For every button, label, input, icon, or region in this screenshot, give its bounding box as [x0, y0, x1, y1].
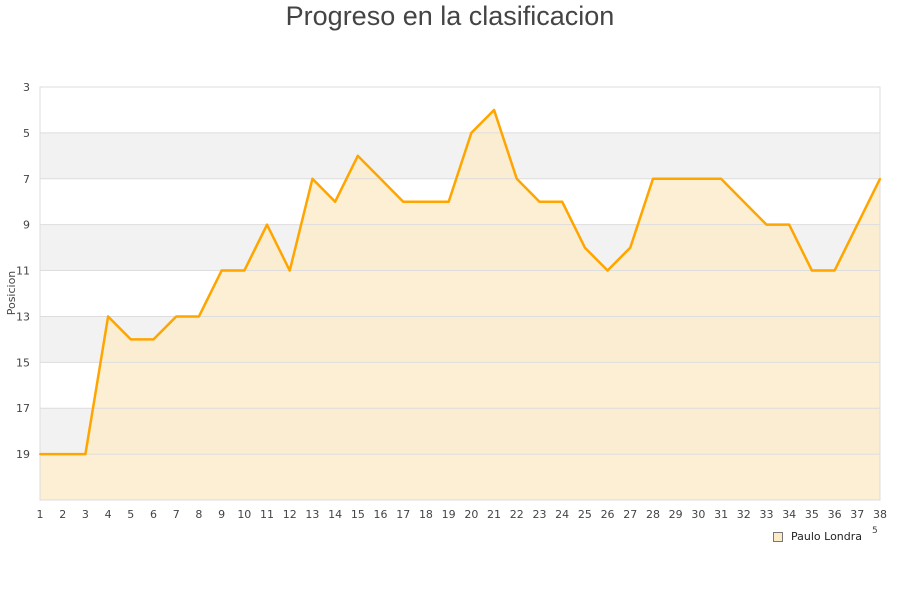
data-point [833, 269, 836, 272]
x-tick-label: 33 [759, 508, 773, 521]
x-tick-label: 17 [396, 508, 410, 521]
y-tick-label: 9 [23, 219, 30, 232]
data-point [810, 269, 813, 272]
x-tick-label: 6 [150, 508, 157, 521]
data-point [788, 223, 791, 226]
data-point [765, 223, 768, 226]
data-point [697, 177, 700, 180]
data-point [61, 453, 64, 456]
data-point [424, 200, 427, 203]
data-point [288, 269, 291, 272]
data-point [197, 315, 200, 318]
x-tick-label: 24 [555, 508, 569, 521]
x-tick-label: 16 [374, 508, 388, 521]
data-point [39, 453, 41, 456]
x-tick-label: 30 [691, 508, 705, 521]
x-tick-label: 37 [850, 508, 864, 521]
y-tick-label: 3 [23, 81, 30, 94]
data-point [334, 200, 337, 203]
x-tick-label: 9 [218, 508, 225, 521]
data-point [447, 200, 450, 203]
x-tick-label: 21 [487, 508, 501, 521]
data-point [538, 200, 541, 203]
x-tick-label: 19 [442, 508, 456, 521]
x-tick-label: 1 [37, 508, 44, 521]
x-tick-label: 12 [283, 508, 297, 521]
x-tick-label: 8 [195, 508, 202, 521]
x-tick-label: 34 [782, 508, 796, 521]
data-point [879, 177, 881, 180]
data-point [311, 177, 314, 180]
x-tick-label: 27 [623, 508, 637, 521]
y-tick-label: 15 [16, 356, 30, 369]
data-point [129, 338, 132, 341]
series-line [40, 108, 882, 456]
data-point [84, 453, 87, 456]
data-point [266, 223, 269, 226]
y-tick-label: 19 [16, 448, 30, 461]
x-tick-label: 14 [328, 508, 342, 521]
series-area [40, 109, 880, 500]
data-point [561, 200, 564, 203]
x-tick-label: 25 [578, 508, 592, 521]
y-tick-label: 7 [23, 173, 30, 186]
grid-band [40, 87, 880, 133]
data-point [152, 338, 155, 341]
y-tick-label: 13 [16, 310, 30, 323]
x-tick-label: 2 [59, 508, 66, 521]
y-tick-label: 5 [23, 127, 30, 140]
x-axis-label-fragment: 5 [872, 526, 878, 536]
chart-title: Progreso en la clasificacion [285, 1, 615, 31]
x-tick-label: 28 [646, 508, 660, 521]
x-tick-label: 7 [173, 508, 180, 521]
data-point [220, 269, 223, 272]
data-point [651, 177, 654, 180]
x-tick-label: 3 [82, 508, 89, 521]
y-tick-label: 11 [16, 265, 30, 278]
x-tick-label: 36 [828, 508, 842, 521]
data-point [856, 223, 859, 226]
data-point [515, 177, 518, 180]
y-tick-label: 17 [16, 402, 30, 415]
legend[interactable]: Paulo Londra [773, 530, 862, 543]
data-point [493, 108, 496, 111]
x-tick-label: 13 [305, 508, 319, 521]
data-point [674, 177, 677, 180]
x-tick-label: 18 [419, 508, 433, 521]
legend-swatch [773, 531, 783, 542]
x-tick-label: 23 [532, 508, 546, 521]
y-axis-label: Posicion [5, 271, 18, 316]
legend-label: Paulo Londra [791, 530, 863, 543]
data-point [742, 200, 745, 203]
x-tick-label: 20 [464, 508, 478, 521]
data-point [379, 177, 382, 180]
x-tick-label: 5 [127, 508, 134, 521]
data-point [243, 269, 246, 272]
x-tick-label: 22 [510, 508, 524, 521]
data-point [470, 131, 473, 134]
x-tick-label: 29 [669, 508, 683, 521]
data-point [720, 177, 723, 180]
x-tick-label: 35 [805, 508, 819, 521]
data-point [606, 269, 609, 272]
x-tick-label: 15 [351, 508, 365, 521]
x-tick-label: 31 [714, 508, 728, 521]
plot-border [39, 86, 881, 501]
data-point [356, 154, 359, 157]
data-point [175, 315, 178, 318]
x-tick-label: 4 [105, 508, 112, 521]
data-point [629, 246, 632, 249]
data-point [107, 315, 110, 318]
x-tick-label: 38 [873, 508, 887, 521]
x-tick-label: 11 [260, 508, 274, 521]
x-tick-label: 10 [237, 508, 251, 521]
data-point [583, 246, 586, 249]
x-tick-label: 32 [737, 508, 751, 521]
x-tick-label: 26 [601, 508, 615, 521]
data-point [402, 200, 405, 203]
